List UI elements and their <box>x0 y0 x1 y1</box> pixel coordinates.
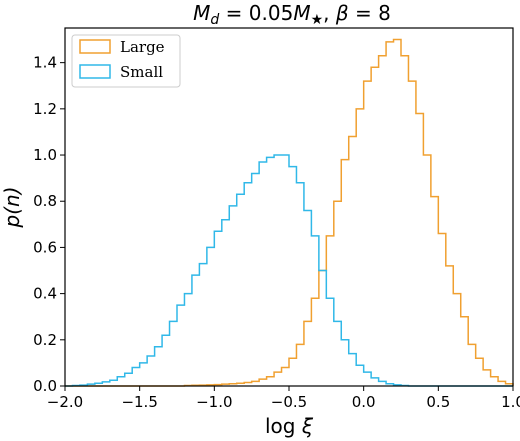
x-tick-label: −0.5 <box>271 393 307 411</box>
y-tick-label: 0.4 <box>33 285 57 303</box>
legend-swatch-large <box>79 39 111 54</box>
x-axis-title: log ξ <box>265 414 314 438</box>
x-tick-label: 0.0 <box>352 393 376 411</box>
y-tick-label: 1.4 <box>33 54 57 72</box>
y-axis-title: p(n) <box>0 187 24 229</box>
y-tick-label: 1.2 <box>33 100 57 118</box>
x-tick-label: −1.0 <box>196 393 232 411</box>
legend-label-small: Small <box>120 63 163 81</box>
x-tick-label: 1.0 <box>501 393 520 411</box>
y-tick-label: 0.0 <box>33 377 57 395</box>
chart-title: Md = 0.05M★, β = 8 <box>193 1 391 28</box>
axis-ticks: −2.0 −1.5 −1.0 −0.5 0.0 0.5 1.0 0.0 0.2 0.4 0.6 0.8… <box>33 54 520 411</box>
y-tick-label: 0.8 <box>33 192 57 210</box>
x-tick-label: −2.0 <box>47 393 83 411</box>
series-small-step-line <box>65 154 513 387</box>
y-tick-label: 1.0 <box>33 146 57 164</box>
legend-swatch-small <box>79 64 111 79</box>
legend-box <box>71 34 181 88</box>
y-tick-label: 0.2 <box>33 331 57 349</box>
series-large-step-line <box>65 38 514 387</box>
x-tick-label: −1.5 <box>121 393 157 411</box>
legend: Large Small <box>71 34 181 88</box>
plot-area <box>65 38 514 387</box>
y-tick-label: 0.6 <box>33 238 57 256</box>
legend-label-large: Large <box>120 38 165 56</box>
plot-frame <box>64 27 514 387</box>
x-tick-label: 0.5 <box>426 393 450 411</box>
